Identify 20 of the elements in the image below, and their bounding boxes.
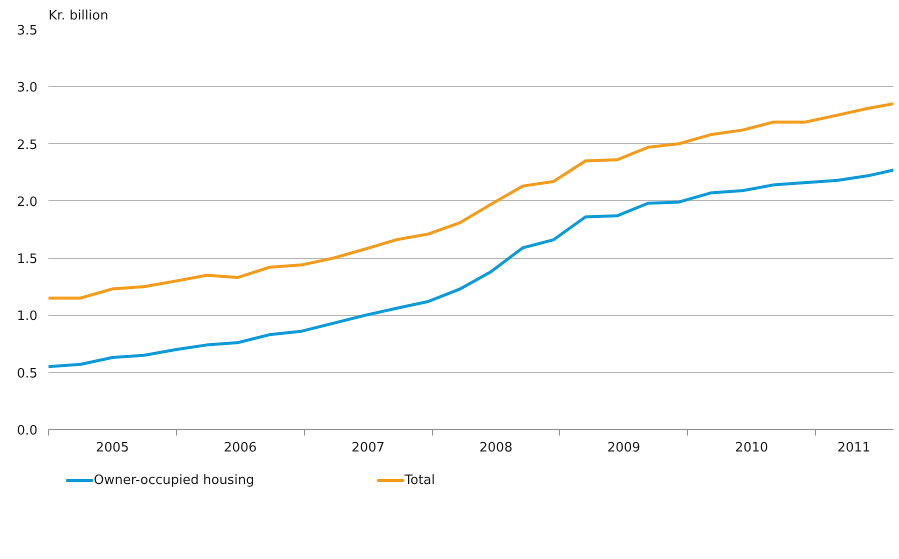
x-tick-label: 2007 [352, 440, 385, 456]
y-tick-label: 1.0 [16, 309, 38, 324]
y-tick-label: 0.5 [16, 366, 38, 382]
y-tick-label: 3.5 [16, 24, 38, 38]
legend-label: Owner-occupied housing [94, 473, 254, 488]
x-tick-label: 2006 [224, 440, 257, 456]
x-tick-label: 2005 [96, 440, 129, 456]
line-series [48, 168, 894, 368]
y-tick-label: 1.5 [16, 252, 38, 268]
y-tick-label: 2.5 [16, 138, 38, 153]
legend-label: Total [404, 473, 436, 488]
y-tick-label: 3.0 [16, 80, 38, 96]
y-tick-label: 2.0 [16, 194, 38, 210]
x-tick-label: 2010 [735, 440, 768, 456]
y-axis-title: Kr. billion [48, 8, 108, 24]
line-series [48, 102, 894, 300]
x-tick-label: 2008 [479, 440, 512, 456]
y-tick-label: 0.0 [16, 424, 38, 438]
x-tick-label: 2011 [837, 440, 870, 456]
x-tick-label: 2009 [607, 440, 640, 456]
